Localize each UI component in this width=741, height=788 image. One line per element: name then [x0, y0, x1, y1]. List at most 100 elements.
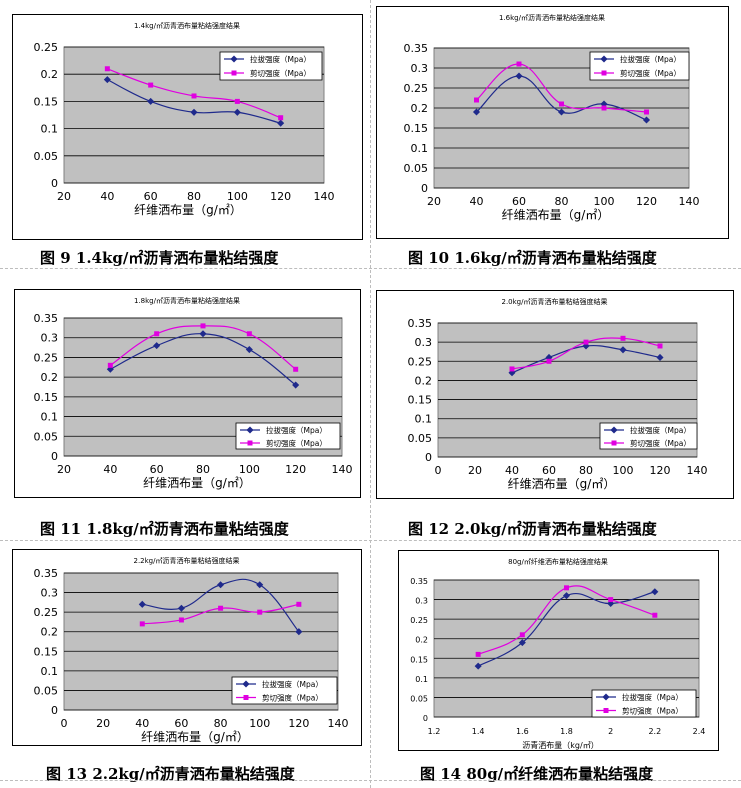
x-tick-label: 80 [196, 463, 210, 476]
data-point-tensile [245, 346, 253, 354]
x-tick-label: 0 [61, 717, 68, 730]
data-point-tensile [277, 119, 285, 127]
y-tick-label: 0.2 [415, 374, 433, 387]
legend-box [231, 676, 338, 705]
y-tick-label: 0 [51, 177, 58, 190]
y-tick-label: 0.15 [34, 645, 59, 658]
data-point-tensile [474, 662, 482, 670]
data-point-tensile [472, 108, 481, 116]
x-tick-label: 60 [542, 464, 556, 477]
y-tick-label: 0.2 [415, 636, 428, 645]
legend-label: 剪切强度（Mpa） [262, 693, 323, 703]
x-tick-label: 140 [679, 195, 700, 208]
x-tick-label: 140 [328, 717, 349, 730]
x-tick-label: 80 [187, 190, 201, 203]
figure-caption: 图 14 80g/㎡纤维洒布量粘结强度 [420, 765, 654, 783]
data-point-shear [475, 651, 481, 657]
chart-title: 1.4kg/㎡沥青洒布量粘结强度结果 [134, 21, 240, 30]
legend-marker-tensile [230, 55, 238, 63]
data-point-tensile [138, 600, 146, 608]
data-point-tensile [651, 588, 659, 596]
legend-marker-tensile [242, 680, 250, 688]
x-tick-label: 2 [608, 727, 613, 736]
data-point-shear [139, 621, 145, 627]
legend-label: 剪切强度（Mpa） [622, 706, 683, 716]
y-tick-label: 0 [51, 704, 58, 717]
x-axis-label: 纤维洒布量（g/㎡） [502, 208, 610, 222]
y-tick-label: 0.25 [34, 606, 59, 619]
y-tick-label: 0.25 [34, 351, 59, 364]
y-tick-label: 0.1 [41, 411, 59, 424]
x-tick-label: 100 [613, 464, 634, 477]
legend-marker-shear [231, 70, 237, 76]
y-tick-label: 0.25 [408, 355, 433, 368]
legend-marker-tensile [246, 426, 254, 434]
data-point-tensile [642, 116, 651, 124]
x-tick-label: 100 [594, 195, 615, 208]
chart-title: 2.2kg/㎡沥青洒布量粘结强度结果 [134, 556, 240, 565]
data-point-tensile [103, 76, 111, 84]
data-point-shear [652, 612, 658, 618]
x-tick-label: 80 [555, 195, 569, 208]
legend-marker-shear [611, 440, 617, 446]
legend-marker-shear [243, 695, 249, 700]
x-tick-label: 120 [285, 463, 306, 476]
x-axis-label: 纤维洒布量（g/㎡） [143, 476, 251, 490]
chart-title: 1.6kg/㎡沥青洒布量粘结强度结果 [499, 13, 605, 22]
data-point-shear [657, 343, 663, 349]
y-tick-label: 0.15 [410, 655, 428, 664]
x-tick-label: 60 [150, 463, 164, 476]
y-tick-label: 0.3 [411, 62, 429, 75]
x-tick-label: 120 [636, 195, 657, 208]
x-tick-label: 20 [468, 464, 482, 477]
x-tick-label: 0 [435, 464, 442, 477]
y-tick-label: 0.35 [34, 312, 59, 325]
x-tick-label: 100 [239, 463, 260, 476]
y-tick-label: 0.25 [404, 82, 429, 95]
data-point-shear [154, 331, 160, 337]
x-tick-label: 20 [57, 190, 71, 203]
x-tick-label: 80 [214, 717, 228, 730]
x-tick-label: 100 [249, 717, 270, 730]
x-tick-label: 100 [227, 190, 248, 203]
data-point-tensile [233, 108, 241, 116]
x-tick-label: 40 [505, 464, 519, 477]
data-point-tensile [217, 581, 225, 589]
y-tick-label: 0.1 [41, 665, 59, 678]
data-point-shear [601, 105, 607, 111]
y-tick-label: 0.2 [411, 102, 429, 115]
legend-label: 拉拔强度（Mpa） [630, 425, 691, 435]
y-tick-label: 0.2 [41, 68, 59, 81]
x-tick-label: 1.2 [428, 727, 441, 736]
x-tick-label: 20 [96, 717, 110, 730]
x-tick-label: 120 [650, 464, 671, 477]
x-tick-label: 1.8 [560, 727, 573, 736]
data-point-tensile [619, 346, 627, 354]
x-tick-label: 2.2 [648, 727, 661, 736]
data-point-shear [178, 617, 184, 623]
y-tick-label: 0.05 [404, 162, 429, 175]
y-tick-label: 0.35 [410, 577, 428, 586]
figure-caption: 图 13 2.2kg/㎡沥青洒布量粘结强度 [46, 765, 295, 783]
data-point-shear [519, 632, 525, 638]
x-axis-label: 纤维洒布量（g/㎡） [134, 203, 242, 217]
y-tick-label: 0.35 [404, 42, 429, 55]
legend-marker-tensile [610, 426, 618, 434]
data-point-tensile [153, 342, 161, 350]
x-axis-label: 沥青洒布量（kg/㎡） [522, 740, 598, 750]
data-point-shear [644, 109, 649, 115]
chart-title: 2.0kg/㎡沥青洒布量粘结强度结果 [502, 297, 608, 306]
y-tick-label: 0.05 [410, 694, 428, 703]
data-point-shear [246, 331, 252, 337]
data-point-shear [293, 366, 299, 372]
legend-box [235, 422, 341, 450]
data-point-tensile [562, 592, 571, 600]
column-separator [370, 0, 371, 788]
legend-box [591, 689, 697, 718]
x-tick-label: 140 [687, 464, 708, 477]
data-point-tensile [295, 628, 303, 636]
y-tick-label: 0.25 [410, 616, 428, 625]
y-tick-label: 0.35 [408, 317, 433, 330]
figure-caption: 图 10 1.6kg/㎡沥青洒布量粘结强度 [408, 249, 657, 267]
